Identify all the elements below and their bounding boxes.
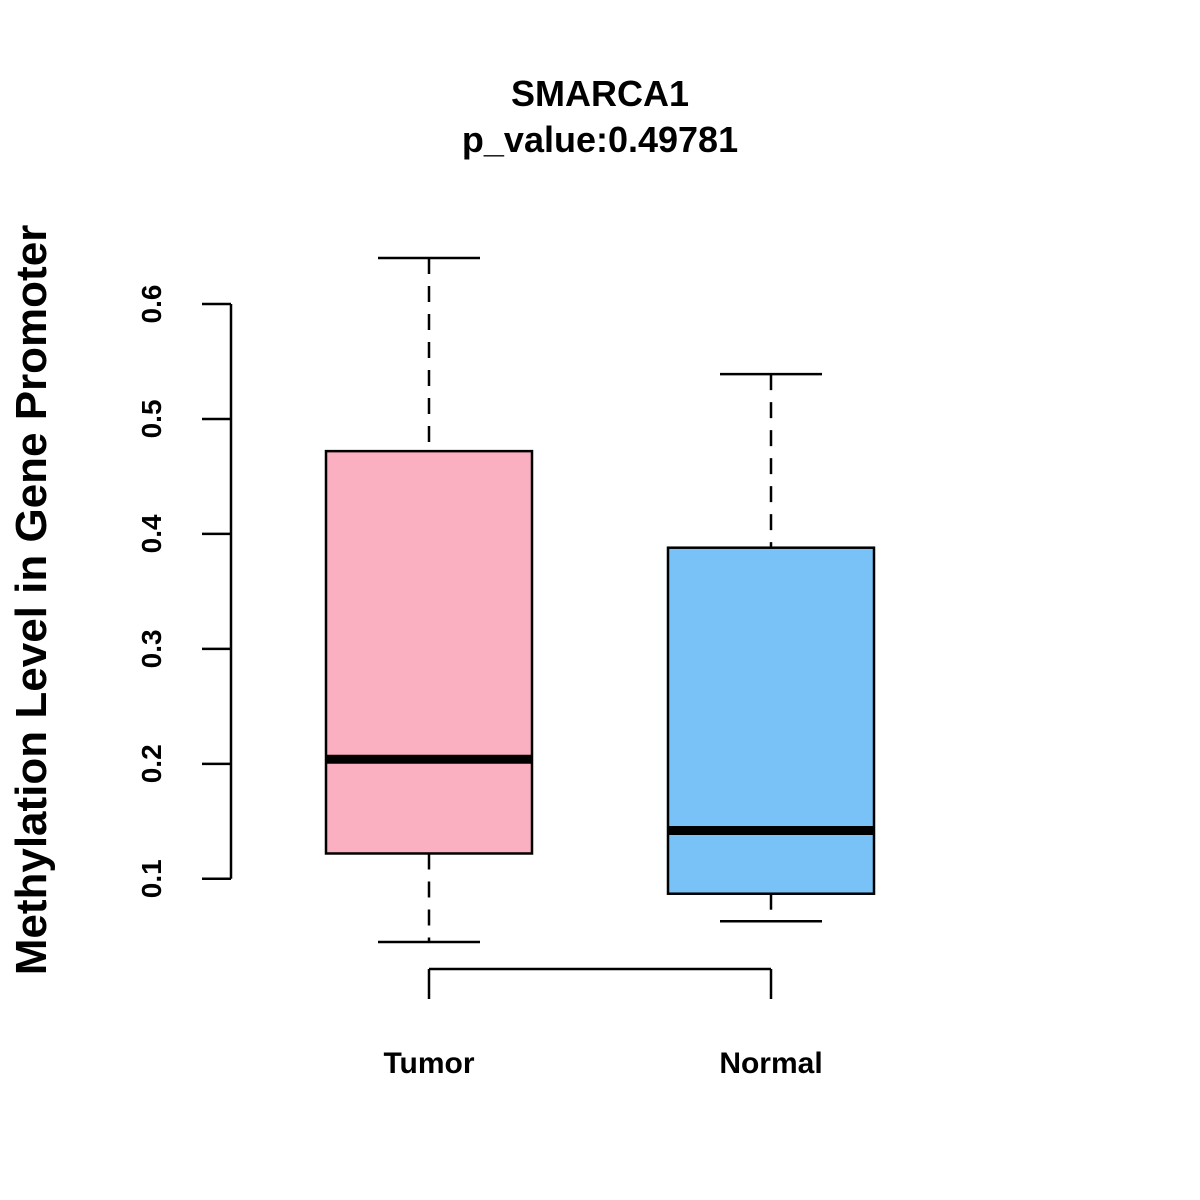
iqr-box: [324, 449, 534, 855]
y-tick-label: 0.2: [136, 744, 167, 783]
y-tick-label: 0.3: [136, 629, 167, 668]
y-tick-label: 0.6: [136, 285, 167, 324]
iqr-box: [666, 546, 876, 895]
y-tick-label: 0.4: [136, 514, 167, 553]
chart-subtitle: p_value:0.49781: [462, 119, 738, 160]
x-axis: Tumor Normal: [383, 967, 823, 1080]
y-axis-label: Methylation Level in Gene Promoter: [7, 225, 56, 976]
box-tumor: [324, 256, 534, 944]
chart-title: SMARCA1: [511, 73, 689, 114]
x-tick-label-tumor: Tumor: [383, 1047, 474, 1080]
y-tick-label: 0.5: [136, 399, 167, 438]
y-tick-label: 0.1: [136, 859, 167, 898]
y-axis: 0.1 0.2 0.3 0.4 0.5 0.6: [136, 285, 233, 898]
boxes: [324, 256, 876, 944]
x-tick-label-normal: Normal: [719, 1047, 822, 1080]
box-normal: [666, 372, 876, 923]
